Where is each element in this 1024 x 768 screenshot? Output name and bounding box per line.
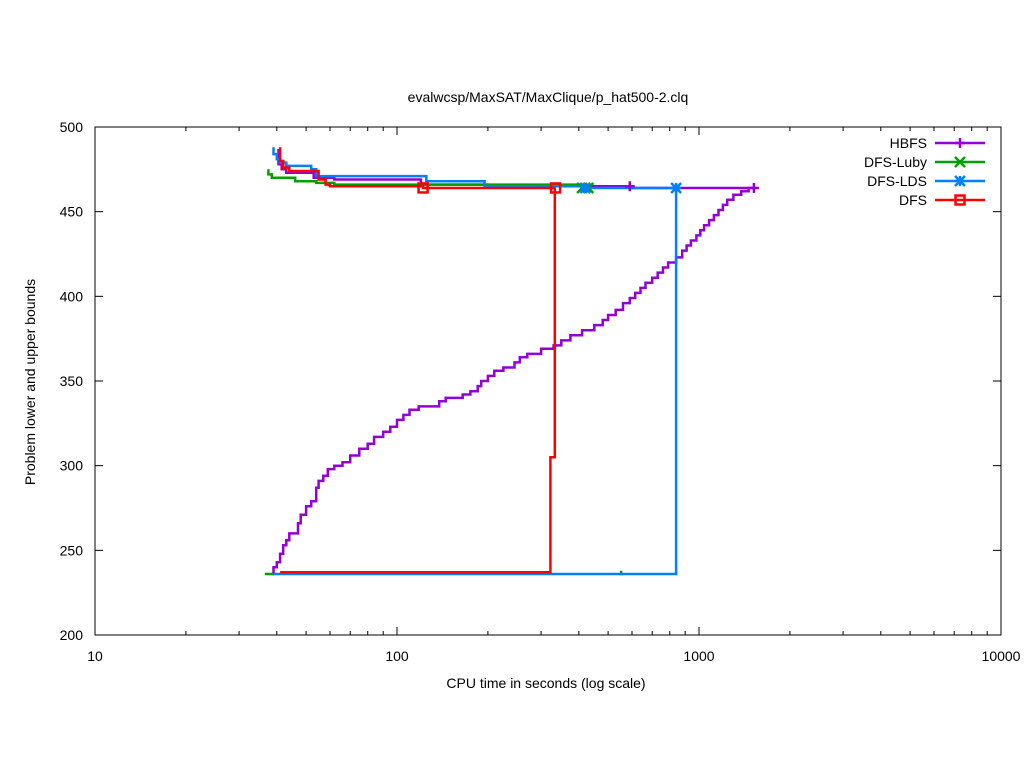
y-tick-label: 250 xyxy=(60,542,84,558)
y-axis-label: Problem lower and upper bounds xyxy=(22,279,38,485)
y-tick-label: 200 xyxy=(60,627,84,643)
legend-marker-dfs xyxy=(954,194,966,206)
axes: 10 100 1000 10000 200 250 300 350 400 450 500 xyxy=(60,119,1021,664)
series-hbfs-lower-line xyxy=(271,186,754,576)
series-dfs-lds-point xyxy=(579,182,592,194)
x-tick-label: 10 xyxy=(87,648,103,664)
x-tick-label: 1000 xyxy=(683,648,714,664)
y-tick-label: 300 xyxy=(60,458,84,474)
legend-label-dfs-luby: DFS-Luby xyxy=(864,154,927,170)
x-tick-label: 10000 xyxy=(982,648,1021,664)
series-hbfs-point xyxy=(748,182,759,193)
plot-frame xyxy=(94,126,1002,636)
legend-marker-hbfs xyxy=(955,138,965,148)
series-dfs-point xyxy=(417,182,429,194)
x-tick-label: 100 xyxy=(385,648,409,664)
legend: HBFS DFS-Luby DFS-LDS DFS xyxy=(864,135,985,208)
legend-marker-dfs-lds xyxy=(954,175,966,187)
plot-lines xyxy=(264,147,754,576)
y-tick-label: 450 xyxy=(60,204,84,220)
series-dfs-lds-lower-line xyxy=(273,188,678,576)
series-dfs-lds-point xyxy=(670,182,683,194)
x-axis-label: CPU time in seconds (log scale) xyxy=(446,675,645,691)
legend-label-dfs-lds: DFS-LDS xyxy=(867,173,927,189)
series-hbfs-point xyxy=(624,181,635,192)
series-hbfs-upper-line xyxy=(277,149,754,190)
legend-marker-dfs-luby xyxy=(954,156,966,168)
legend-label-dfs: DFS xyxy=(899,192,927,208)
y-tick-label: 350 xyxy=(60,373,84,389)
legend-label-hbfs: HBFS xyxy=(890,135,927,151)
series-dfs-lds-upper-line xyxy=(272,147,677,190)
series-dfs-upper-line xyxy=(278,147,556,190)
series-dfs-point xyxy=(549,182,562,194)
y-tick-label: 400 xyxy=(60,288,84,304)
y-tick-label: 500 xyxy=(60,119,84,135)
series-dfs-lower-line xyxy=(280,188,557,574)
plot-markers xyxy=(417,181,759,194)
chart-title: evalwcsp/MaxSAT/MaxClique/p_hat500-2.clq xyxy=(408,89,689,105)
